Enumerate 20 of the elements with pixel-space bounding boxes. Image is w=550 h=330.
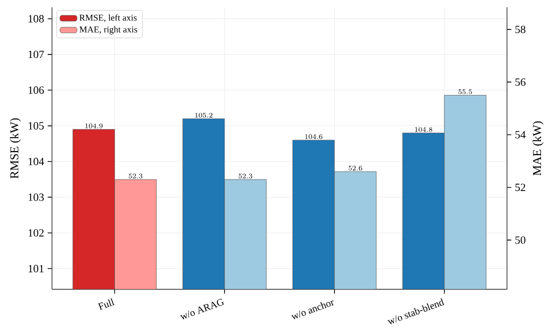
- y-tick-label: 105: [28, 122, 44, 130]
- x-tick-label: w/o anchor: [291, 300, 334, 320]
- x-tick-label: Full: [98, 298, 115, 310]
- y2-tick-label: 50: [515, 236, 526, 244]
- y2-tick-label: 58: [515, 26, 526, 34]
- y-tick-label: 108: [28, 15, 44, 22]
- y2-tick-label: 56: [515, 78, 526, 86]
- y-tick-label: 104: [28, 158, 44, 166]
- y-tick-label: 107: [28, 50, 44, 58]
- x-tick-label: w/o ARAG: [180, 298, 224, 320]
- y-tick-label: 106: [28, 86, 44, 94]
- legend-label: RMSE, left axis: [79, 14, 137, 22]
- y2-tick-label: 52: [515, 184, 526, 192]
- y2-axis-title: MAE (kW): [532, 121, 544, 176]
- legend-label: MAE, right axis: [79, 26, 138, 34]
- y-tick-label: 103: [28, 194, 44, 201]
- y2-tick-label: 54: [515, 131, 526, 138]
- y-tick-label: 102: [28, 229, 44, 237]
- y-tick-label: 101: [28, 264, 44, 272]
- y-axis-title: RMSE (kW): [10, 118, 21, 178]
